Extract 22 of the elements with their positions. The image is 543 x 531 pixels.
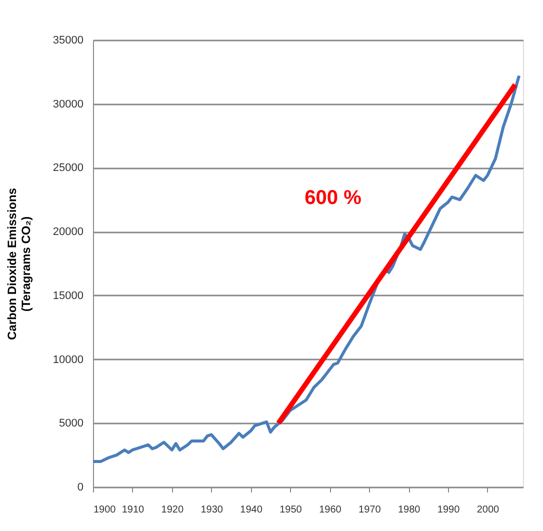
annotation: 600 % [304, 187, 362, 209]
line-series [93, 74, 521, 463]
x-tick-label: 1940 [240, 504, 263, 516]
x-tick-label: 1960 [319, 504, 342, 516]
y-tick-label: 5000 [59, 418, 84, 430]
y-tick-label: 10000 [52, 354, 84, 366]
y-tick-label: 20000 [52, 226, 84, 238]
x-tick-label: 2000 [476, 504, 500, 516]
x-tick-label: 1920 [161, 504, 184, 516]
x-tick-label: 1910 [122, 504, 145, 516]
x-tick-label: 1950 [280, 504, 302, 516]
y-tick-label: 0 [77, 482, 84, 494]
y-tick-label: 25000 [52, 162, 84, 174]
y-tick-label: 30000 [52, 98, 84, 110]
x-tick-label: 1900 [94, 504, 116, 516]
x-tick-label: 1970 [358, 504, 382, 516]
y-tick-label: 35000 [52, 34, 84, 46]
x-tick-label: 1990 [437, 504, 460, 516]
x-tick-label: 1930 [200, 504, 224, 516]
y-tick-label: 15000 [52, 290, 84, 302]
x-tick-label: 1980 [398, 504, 421, 516]
y-axis-title: Carbon Dioxide Emissions (Teragrams CO₂) [4, 188, 33, 340]
